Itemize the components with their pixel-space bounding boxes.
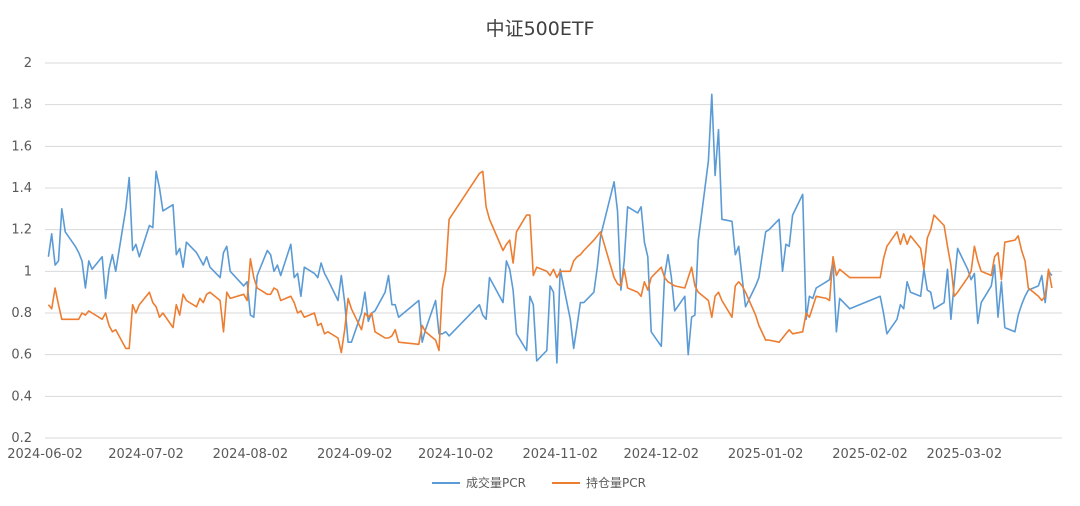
y-tick-label: 0.6	[11, 348, 32, 363]
y-tick-label: 0.2	[11, 431, 32, 446]
y-tick-label: 1	[24, 264, 32, 279]
y-tick-label: 1.2	[11, 223, 32, 238]
x-tick-label: 2024-09-02	[317, 447, 393, 462]
y-tick-label: 1.4	[11, 181, 32, 196]
y-tick-label: 1.6	[11, 139, 32, 154]
x-tick-label: 2025-01-02	[728, 447, 804, 462]
x-tick-label: 2024-11-02	[522, 447, 598, 462]
legend: 成交量PCR 持仓量PCR	[432, 475, 646, 490]
x-tick-label: 2024-06-02	[7, 447, 83, 462]
y-tick-label: 2	[24, 56, 32, 71]
y-tick-label: 0.4	[11, 389, 32, 404]
x-axis-ticks: 2024-06-02 2024-07-02 2024-08-02 2024-09-02…	[7, 447, 1002, 462]
series-line-0	[47, 93, 1053, 364]
legend-label-series-0: 成交量PCR	[466, 475, 526, 490]
x-tick-label: 2024-12-02	[623, 447, 699, 462]
y-axis-ticks: 2 1.8 1.6 1.4 1.2 1 0.8 0.6 0.4 0.2	[11, 56, 32, 446]
series-lines	[47, 93, 1053, 364]
x-tick-label: 2025-03-02	[927, 447, 1003, 462]
x-tick-label: 2024-08-02	[213, 447, 289, 462]
y-tick-label: 0.8	[11, 306, 32, 321]
x-tick-label: 2024-10-02	[418, 447, 494, 462]
x-tick-label: 2025-02-02	[832, 447, 908, 462]
y-tick-label: 1.8	[11, 98, 32, 113]
chart-title: 中证500ETF	[486, 18, 595, 40]
series-line-1	[47, 170, 1053, 354]
legend-label-series-1: 持仓量PCR	[586, 475, 646, 490]
x-tick-label: 2024-07-02	[108, 447, 184, 462]
